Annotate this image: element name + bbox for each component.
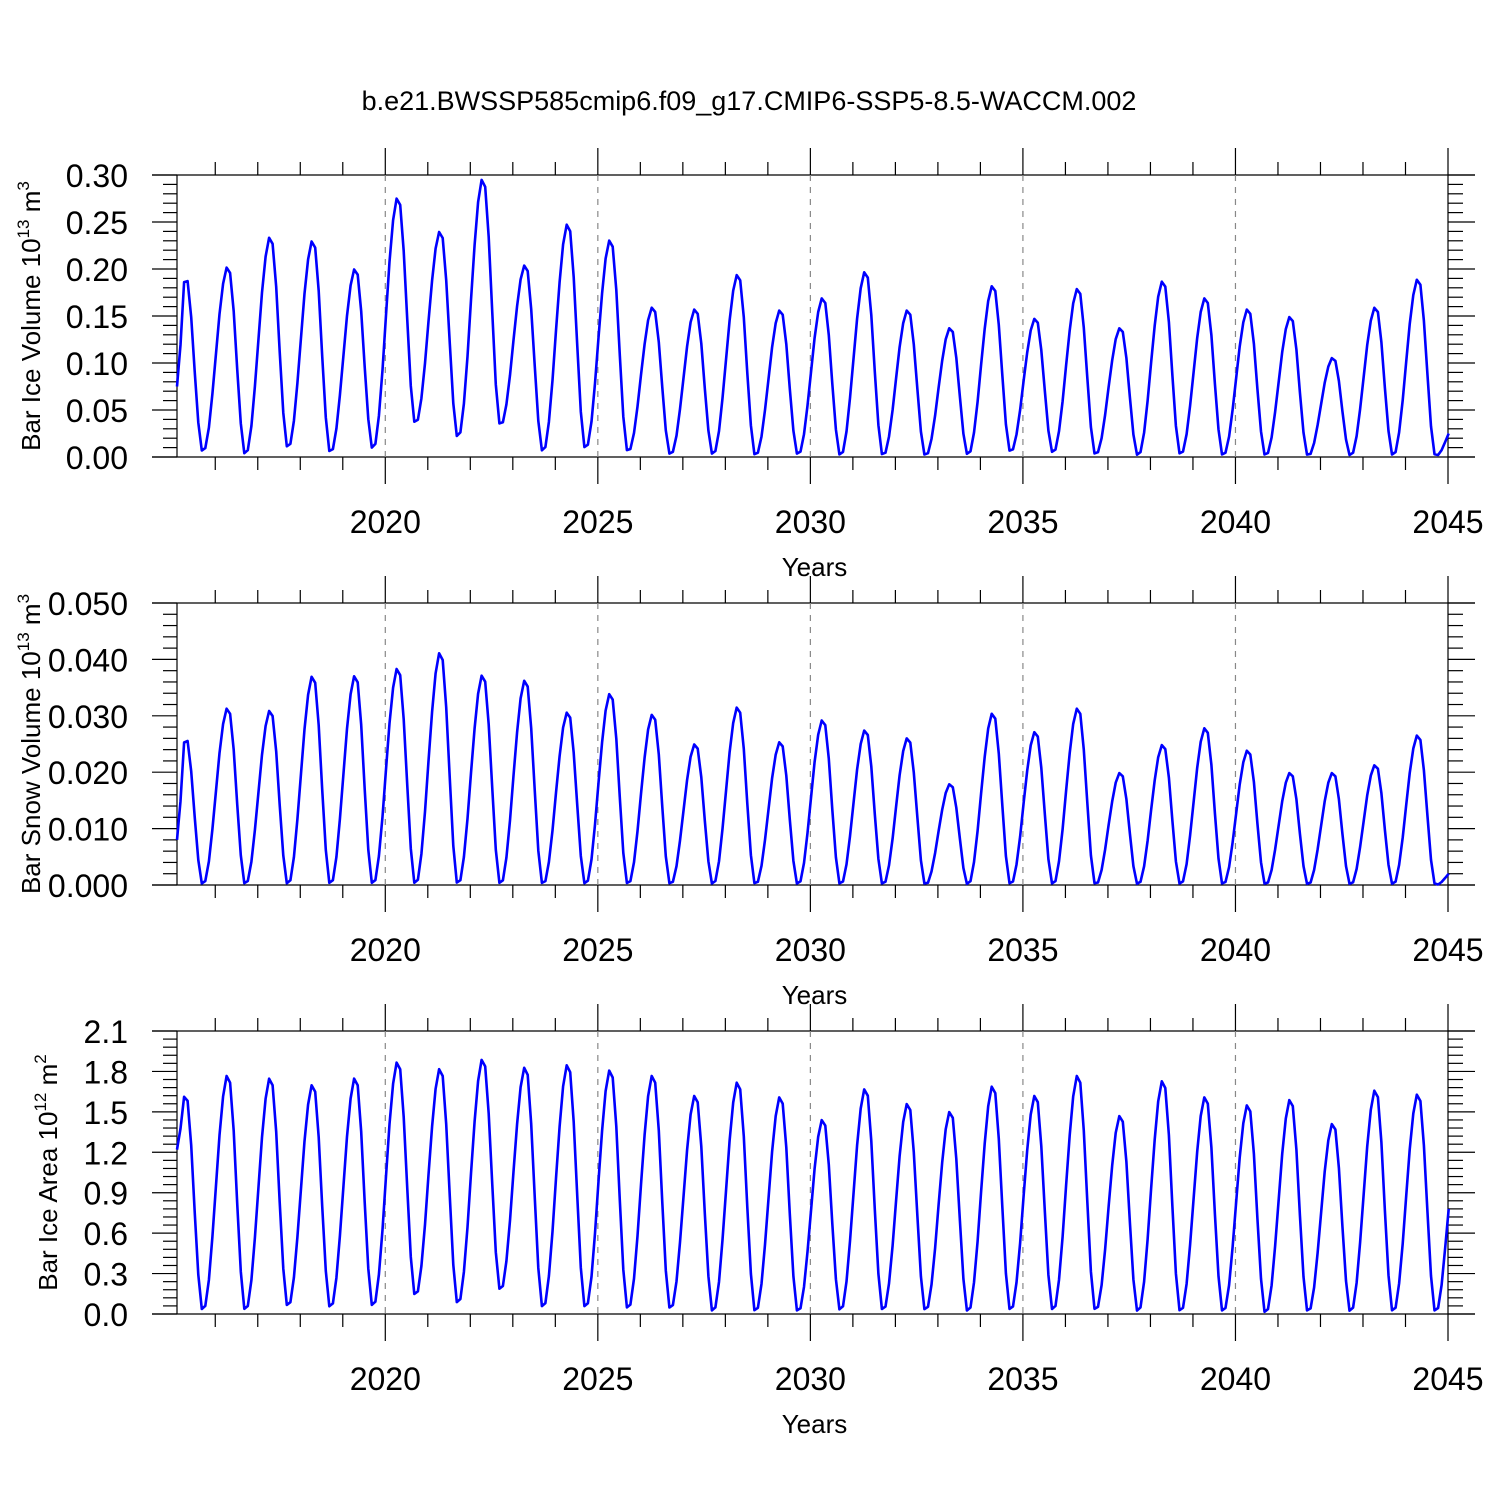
snow-volume-ytick-label: 0.010	[48, 812, 128, 848]
snow-volume-xtick-label: 2040	[1200, 932, 1271, 968]
ice-volume-ytick-label: 0.30	[66, 158, 128, 194]
ice-volume-xtick-label: 2020	[350, 504, 421, 540]
snow-volume-ylabel: Bar Snow Volume 1013 m3	[14, 594, 46, 894]
ice-volume-ytick-label: 0.00	[66, 440, 128, 476]
snow-volume-xtick-label: 2025	[562, 932, 633, 968]
ice-volume-xtick-label: 2025	[562, 504, 633, 540]
ice-volume-ytick-label: 0.20	[66, 252, 128, 288]
ice-volume-ylabel-unit: m	[16, 191, 46, 220]
snow-volume-ytick-label: 0.030	[48, 699, 128, 735]
snow-volume-series-line	[175, 651, 1450, 886]
ice-area-ytick-label: 1.8	[84, 1054, 128, 1090]
snow-volume-xtick-label: 2020	[350, 932, 421, 968]
ice-volume-ylabel-unit-exp: 3	[14, 181, 33, 190]
snow-volume-ylabel-main: Bar Snow Volume 10	[16, 651, 46, 894]
snow-volume-ylabel-unit: m	[16, 603, 46, 632]
ice-area-ytick-label: 1.5	[84, 1095, 128, 1131]
ice-area-ytick-label: 0.6	[84, 1216, 128, 1252]
snow-volume-ylabel-exp: 13	[14, 632, 33, 651]
ice-volume-ytick-label: 0.05	[66, 393, 128, 429]
ice-area-series-line	[175, 1058, 1450, 1314]
snow-volume-ytick-label: 0.050	[48, 586, 128, 622]
ice-area-ytick-label: 1.2	[84, 1135, 128, 1171]
ice-volume-xtick-label: 2045	[1412, 504, 1483, 540]
ice-area-ylabel-main: Bar Ice Area 10	[33, 1112, 63, 1291]
ice-volume-ylabel: Bar Ice Volume 1013 m3	[14, 181, 46, 451]
ice-area-ylabel-exp: 12	[31, 1093, 50, 1112]
ice-area-ytick-label: 0.0	[84, 1297, 128, 1333]
ice-area-xlabel: Years	[782, 1409, 848, 1439]
ice-area-xtick-label: 2020	[350, 1361, 421, 1397]
snow-volume-ytick-label: 0.000	[48, 868, 128, 904]
ice-area-ytick-label: 2.1	[84, 1014, 128, 1050]
ice-volume-panel: 2020 2025 2030 2035 2040 2045 0.00 0.05 0.10 0.15…	[14, 148, 1484, 582]
ice-area-xtick-label: 2035	[987, 1361, 1058, 1397]
ice-volume-xlabel: Years	[782, 552, 848, 582]
ice-area-ytick-label: 0.9	[84, 1176, 128, 1212]
ice-area-ytick-label: 0.3	[84, 1257, 128, 1293]
ice-area-panel: 2020 2025 2030 2035 2040 2045 0.0 0.3 0.6 0.9 1.2 1…	[31, 1004, 1484, 1439]
snow-volume-ytick-label: 0.040	[48, 642, 128, 678]
ice-volume-ytick-label: 0.15	[66, 299, 128, 335]
ice-volume-xtick-label: 2040	[1200, 504, 1271, 540]
snow-volume-xtick-label: 2035	[987, 932, 1058, 968]
figure-title: b.e21.BWSSP585cmip6.f09_g17.CMIP6-SSP5-8…	[362, 86, 1137, 116]
ice-area-xtick-label: 2030	[775, 1361, 846, 1397]
snow-volume-panel: 2020 2025 2030 2035 2040 2045 0.000 0.010 0.020 0…	[14, 576, 1484, 1010]
snow-volume-ylabel-unit-exp: 3	[14, 594, 33, 603]
snow-volume-ytick-label: 0.020	[48, 755, 128, 791]
snow-volume-xtick-label: 2045	[1412, 932, 1483, 968]
ice-volume-ytick-label: 0.10	[66, 346, 128, 382]
ice-area-ylabel-unit: m	[33, 1064, 63, 1093]
ice-area-xtick-label: 2040	[1200, 1361, 1271, 1397]
ice-volume-xtick-label: 2030	[775, 504, 846, 540]
ice-area-xtick-label: 2045	[1412, 1361, 1483, 1397]
ice-area-ylabel: Bar Ice Area 1012 m2	[31, 1054, 63, 1291]
ice-volume-ytick-label: 0.25	[66, 205, 128, 241]
ice-volume-ylabel-main: Bar Ice Volume 10	[16, 238, 46, 450]
snow-volume-xlabel: Years	[782, 980, 848, 1010]
ice-area-xtick-label: 2025	[562, 1361, 633, 1397]
snow-volume-xtick-label: 2030	[775, 932, 846, 968]
ice-volume-series-line	[175, 178, 1450, 457]
ice-volume-ylabel-exp: 13	[14, 219, 33, 238]
ice-area-ylabel-unit-exp: 2	[31, 1054, 50, 1063]
ice-volume-xtick-label: 2035	[987, 504, 1058, 540]
